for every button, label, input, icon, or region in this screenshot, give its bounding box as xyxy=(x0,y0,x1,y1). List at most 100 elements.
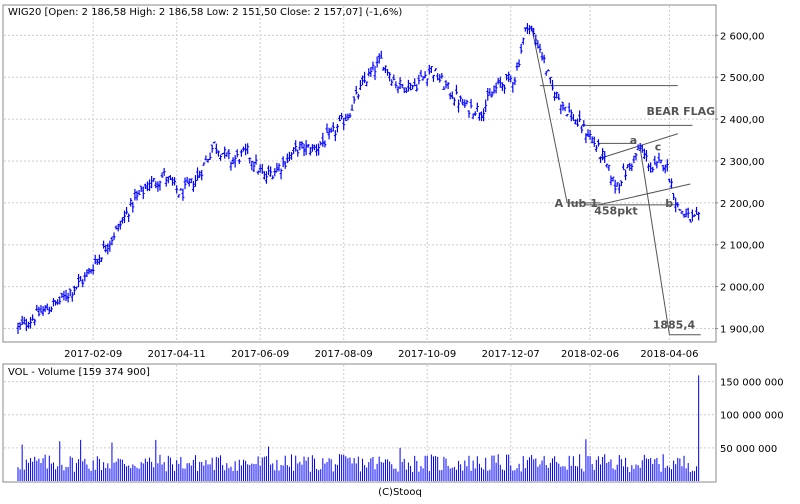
price-bar xyxy=(235,149,239,158)
price-bar xyxy=(152,177,156,182)
price-bar xyxy=(39,305,43,313)
price-bar xyxy=(352,96,356,104)
price-bar xyxy=(559,104,563,115)
price-bar xyxy=(300,141,304,149)
price-bar xyxy=(216,150,220,157)
price-bar xyxy=(674,197,678,213)
volume-panel-frame xyxy=(2,363,717,483)
price-bar xyxy=(135,190,139,201)
price-bar xyxy=(133,188,137,201)
price-bar xyxy=(185,176,189,183)
price-bar xyxy=(686,207,690,219)
price-bar xyxy=(45,303,49,311)
price-bar xyxy=(486,88,490,101)
price-bar xyxy=(406,79,410,92)
price-bar xyxy=(306,144,310,148)
price-bar xyxy=(319,141,323,146)
price-bar xyxy=(93,254,97,265)
x-tick: 2017-08-09 xyxy=(315,349,373,360)
price-bar xyxy=(56,299,60,305)
price-bar xyxy=(315,144,319,156)
price-bar xyxy=(181,188,185,201)
annotation-line xyxy=(639,148,670,335)
price-y-tick: 2 200,00 xyxy=(720,199,765,210)
annotation-label: A lub 1 xyxy=(555,197,598,210)
price-bar xyxy=(179,188,183,191)
price-bar xyxy=(225,152,229,157)
price-bar xyxy=(279,168,283,180)
volume-y-tick: 150 000 000 xyxy=(720,378,784,389)
annotation-line xyxy=(598,183,691,206)
price-bar xyxy=(632,155,636,164)
price-bar xyxy=(340,112,344,120)
price-bar xyxy=(106,243,110,255)
price-bar xyxy=(68,288,72,297)
price-bar xyxy=(37,306,41,317)
price-bar xyxy=(125,206,129,215)
price-bar xyxy=(459,95,463,102)
price-bar xyxy=(367,68,371,77)
price-bar xyxy=(548,76,552,84)
price-bar xyxy=(60,292,64,298)
price-bar xyxy=(287,151,291,162)
price-bar xyxy=(640,144,644,153)
price-bar xyxy=(122,210,126,224)
price-bar xyxy=(127,213,131,223)
price-bar xyxy=(565,114,569,117)
price-bar xyxy=(513,76,517,86)
price-bar xyxy=(16,322,20,334)
price-bar xyxy=(100,257,104,262)
price-bar xyxy=(377,53,381,64)
price-bar xyxy=(611,176,615,182)
price-bar xyxy=(509,75,513,83)
volume-y-tick: 50 000 000 xyxy=(720,444,777,455)
price-bar xyxy=(563,106,567,112)
price-bar xyxy=(624,169,628,181)
price-bar xyxy=(584,133,588,144)
price-bar xyxy=(281,156,285,168)
price-bar xyxy=(448,92,452,100)
price-bar xyxy=(219,154,223,161)
volume-y-tick: 100 000 000 xyxy=(720,411,784,422)
price-bar xyxy=(609,175,613,186)
price-bar xyxy=(72,285,76,295)
price-bar xyxy=(335,123,339,133)
annotation-label: b xyxy=(665,197,673,210)
price-bar xyxy=(79,276,83,282)
volume-bars xyxy=(17,375,700,481)
x-tick: 2017-04-11 xyxy=(148,349,206,360)
price-bar xyxy=(54,300,58,306)
price-bar xyxy=(469,98,473,109)
price-bar xyxy=(446,82,450,90)
price-bar xyxy=(325,123,329,134)
price-bar xyxy=(95,258,99,266)
price-bar xyxy=(131,201,135,213)
price-bar xyxy=(252,161,256,173)
price-bar xyxy=(415,84,419,92)
price-bar xyxy=(644,149,648,162)
price-bar xyxy=(164,176,168,187)
price-bar xyxy=(198,170,202,178)
price-bar xyxy=(120,217,124,224)
price-bar xyxy=(26,321,30,329)
price-bar xyxy=(212,141,216,144)
price-bar xyxy=(500,82,504,91)
price-bar xyxy=(553,91,557,101)
price-bar xyxy=(304,140,308,156)
price-bar xyxy=(214,143,218,154)
price-bar xyxy=(663,164,667,174)
price-bar xyxy=(248,157,252,164)
price-bar xyxy=(450,91,454,99)
x-tick: 2018-02-06 xyxy=(561,349,619,360)
price-bar xyxy=(104,244,108,253)
price-bar xyxy=(231,157,235,165)
annotation-label: a xyxy=(630,134,637,147)
price-bar xyxy=(511,81,515,93)
price-bar xyxy=(49,306,53,313)
price-bar xyxy=(273,168,277,177)
price-bar xyxy=(390,79,394,86)
price-bar xyxy=(502,84,506,94)
price-bar xyxy=(22,316,26,325)
volume-title: VOL - Volume [159 374 900] xyxy=(8,367,150,378)
